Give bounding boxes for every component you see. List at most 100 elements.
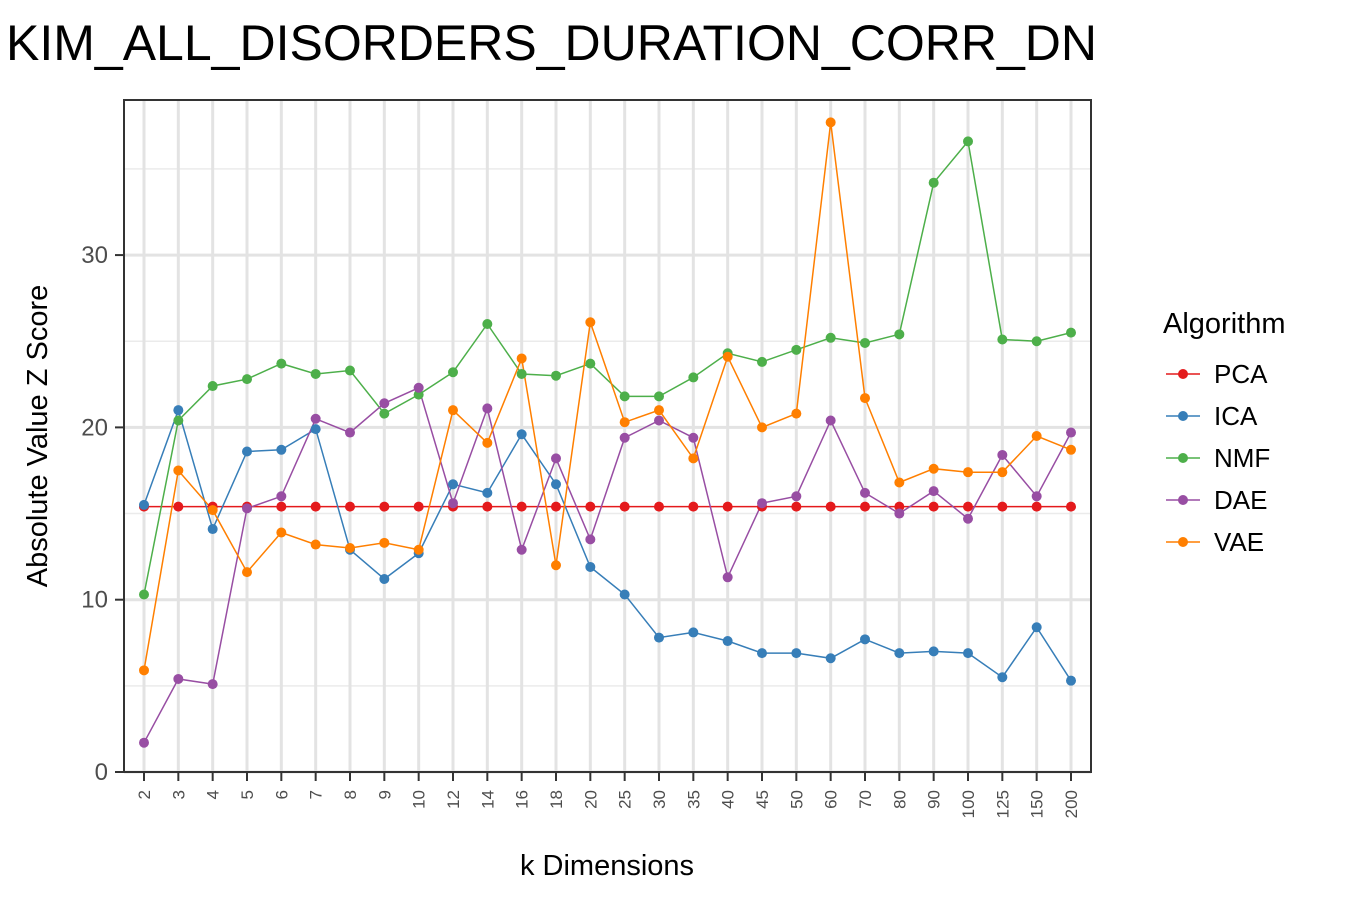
data-point-dae	[860, 487, 870, 498]
x-tick-label: 125	[993, 790, 1012, 818]
x-axis-title: k Dimensions	[520, 850, 694, 882]
data-point-dae	[825, 415, 836, 426]
data-point-pca	[654, 501, 664, 512]
data-point-nmf	[413, 389, 424, 400]
legend-marker-ica	[1178, 411, 1188, 421]
data-point-dae	[413, 382, 424, 393]
data-point-vae	[1066, 444, 1076, 455]
series-line-vae	[143, 122, 1072, 671]
series-line-nmf	[143, 139, 1072, 595]
data-point-vae	[242, 567, 252, 578]
data-point-ica	[173, 405, 184, 416]
x-tick-label: 25	[616, 790, 635, 809]
data-point-dae	[963, 513, 973, 524]
series-points	[139, 117, 1076, 748]
series-lines	[143, 122, 1072, 744]
x-tick-label: 4	[204, 790, 223, 799]
x-tick-label: 6	[272, 790, 291, 799]
data-point-pca	[551, 501, 561, 512]
data-point-vae	[551, 560, 561, 571]
x-tick-label: 14	[478, 790, 497, 809]
data-point-nmf	[860, 337, 870, 348]
data-point-pca	[276, 501, 287, 512]
legend-label-vae: VAE	[1214, 527, 1264, 557]
data-point-dae	[722, 572, 733, 583]
data-point-pca	[482, 501, 493, 512]
data-point-vae	[516, 353, 527, 364]
data-point-dae	[276, 491, 287, 502]
data-point-dae	[242, 503, 252, 514]
x-tick-label: 80	[890, 790, 909, 809]
data-point-vae	[894, 477, 905, 488]
data-point-vae	[310, 539, 321, 550]
data-point-pca	[1066, 501, 1076, 512]
data-point-vae	[860, 393, 870, 404]
data-point-nmf	[963, 136, 973, 147]
x-tick-label: 70	[856, 790, 875, 809]
data-point-vae	[722, 351, 733, 362]
x-tick-label: 3	[169, 790, 188, 799]
data-point-nmf	[997, 334, 1008, 345]
series-line-dae	[143, 386, 1072, 744]
data-point-ica	[242, 446, 252, 457]
x-tick-label: 5	[238, 790, 257, 799]
data-point-dae	[928, 486, 939, 497]
data-point-nmf	[482, 319, 493, 329]
data-point-dae	[173, 673, 184, 684]
x-tick-label: 50	[787, 790, 806, 809]
x-tick-label: 9	[375, 790, 394, 799]
data-point-ica	[860, 634, 870, 645]
data-point-nmf	[448, 367, 458, 378]
legend-marker-nmf	[1178, 453, 1188, 463]
legend-label-pca: PCA	[1214, 359, 1268, 389]
data-point-vae	[928, 463, 939, 474]
x-tick-label: 7	[307, 790, 326, 799]
data-point-dae	[345, 427, 355, 438]
data-point-dae	[585, 534, 596, 545]
data-point-pca	[413, 501, 424, 512]
data-point-dae	[688, 432, 699, 443]
legend-label-ica: ICA	[1214, 401, 1258, 431]
data-point-vae	[825, 117, 836, 128]
data-point-nmf	[688, 372, 699, 383]
data-point-nmf	[928, 177, 939, 188]
major-gridlines	[124, 100, 1091, 774]
data-point-dae	[1031, 491, 1042, 502]
x-tick-label: 90	[925, 790, 944, 809]
data-point-vae	[207, 505, 218, 516]
data-point-pca	[963, 501, 973, 512]
legend-marker-dae	[1178, 495, 1188, 505]
data-point-nmf	[276, 358, 287, 369]
minor-gridlines	[124, 168, 1091, 687]
y-tick-label: 10	[81, 587, 108, 614]
data-point-vae	[173, 465, 184, 476]
y-axis-title: Absolute Value Z Score	[22, 285, 54, 588]
data-point-vae	[688, 453, 699, 464]
data-point-nmf	[207, 381, 218, 392]
data-point-dae	[310, 413, 321, 424]
data-point-pca	[997, 501, 1008, 512]
plot-panel-border	[123, 99, 1092, 773]
data-point-dae	[379, 398, 390, 409]
y-tick-label: 30	[81, 242, 108, 269]
data-point-ica	[516, 429, 527, 440]
data-point-dae	[482, 403, 493, 414]
x-tick-label: 30	[650, 790, 669, 809]
data-point-nmf	[516, 368, 527, 379]
x-tick-label: 60	[822, 790, 841, 809]
data-point-nmf	[757, 356, 767, 367]
data-point-pca	[585, 501, 596, 512]
data-point-nmf	[379, 408, 390, 419]
legend-item-nmf: NMF	[1166, 443, 1270, 473]
data-point-ica	[207, 524, 218, 535]
data-point-ica	[894, 648, 905, 659]
data-point-nmf	[619, 391, 630, 402]
data-point-nmf	[310, 368, 321, 379]
data-point-vae	[345, 543, 355, 553]
data-point-dae	[207, 679, 218, 690]
data-point-ica	[963, 648, 973, 659]
data-point-vae	[791, 408, 802, 419]
data-point-pca	[722, 501, 733, 512]
data-point-pca	[619, 501, 630, 512]
